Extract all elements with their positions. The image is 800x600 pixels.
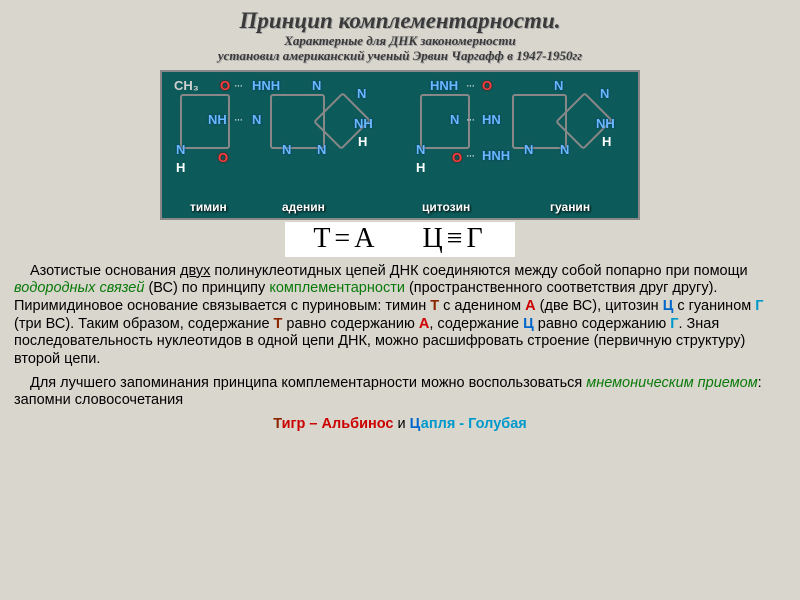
atom-ch3: CH₃ — [174, 78, 199, 93]
atom-hn: HN — [482, 112, 501, 127]
hbond-dots: ··· — [466, 114, 474, 126]
mn-and: и — [393, 416, 409, 432]
p1-C2: Ц — [523, 316, 534, 332]
mn-T: Т — [273, 416, 281, 432]
label-thymine: тимин — [190, 200, 227, 214]
p1-t8: с аденином — [439, 298, 525, 314]
p1-t13: , содержание — [429, 316, 523, 332]
atom-n: N — [450, 112, 459, 127]
atom-n: N — [282, 142, 291, 157]
mnemonic-line: Тигр – Альбинос и Цапля - Голубая — [14, 416, 786, 434]
p1-t1: Азотистые основания — [30, 263, 180, 279]
mn-tigr: игр – — [282, 416, 322, 432]
p1-t2: двух — [180, 263, 210, 279]
paragraph-1: Азотистые основания двух полинуклеотидны… — [14, 263, 786, 369]
atom-o: O — [218, 150, 228, 165]
p1-t12: равно содержанию — [282, 316, 418, 332]
atom-h: H — [358, 134, 367, 149]
subtitle-line1: Характерные для ДНК закономерности — [14, 34, 786, 49]
mn-C: Ц — [410, 416, 421, 432]
hbond-dots: ··· — [234, 114, 242, 126]
hbond-dots: ··· — [466, 150, 474, 162]
p2-t2: мнемоническим приемом — [586, 375, 757, 391]
p1-t9: (две ВС), цитозин — [536, 298, 663, 314]
atom-n: N — [317, 142, 326, 157]
p1-G: Г — [755, 298, 763, 314]
eq-right: Ц≡Г — [422, 223, 486, 254]
subtitle-line2: установил американский ученый Эрвин Чарг… — [14, 49, 786, 64]
atom-n: N — [357, 86, 366, 101]
label-cytosine: цитозин — [422, 200, 470, 214]
atom-nh: NH — [596, 116, 615, 131]
p1-A2: А — [419, 316, 429, 332]
atom-n: N — [554, 78, 563, 93]
atom-n: N — [524, 142, 533, 157]
hbond-dots: ··· — [234, 80, 242, 92]
paragraph-2: Для лучшего запоминания принципа комплем… — [14, 375, 786, 410]
title-block: Принцип комплементарности. Характерные д… — [14, 8, 786, 64]
atom-n: N — [176, 142, 185, 157]
p1-t6: комплементарности — [269, 280, 405, 296]
atom-o: O — [452, 150, 462, 165]
atom-hnh: HNH — [430, 78, 458, 93]
atom-n: N — [312, 78, 321, 93]
body-text: Азотистые основания двух полинуклеотидны… — [14, 263, 786, 434]
atom-h: H — [176, 160, 185, 175]
p1-t11: (три ВС). Таким образом, содержание — [14, 316, 274, 332]
label-adenine: аденин — [282, 200, 325, 214]
mn-G: Г — [468, 416, 476, 432]
mn-gol: олубая — [476, 416, 527, 432]
molecular-diagram: CH₃ O ··· HNH NH ··· N N O H N N NH N N … — [160, 70, 640, 220]
label-guanine: гуанин — [550, 200, 590, 214]
p1-t3: полинуклеотидных цепей ДНК соединяются м… — [210, 263, 747, 279]
mn-alb: льбинос — [332, 416, 393, 432]
cytosine-ring — [420, 94, 470, 149]
mn-A: А — [322, 416, 332, 432]
atom-nh: NH — [208, 112, 227, 127]
p1-t14: равно содержанию — [534, 316, 670, 332]
atom-hnh: HNH — [252, 78, 280, 93]
mn-cap: апля - — [421, 416, 468, 432]
hbond-dots: ··· — [466, 80, 474, 92]
p1-t5: (ВС) по принципу — [144, 280, 269, 296]
atom-n: N — [416, 142, 425, 157]
atom-o: O — [482, 78, 492, 93]
p1-T: Т — [430, 298, 439, 314]
atom-hnh: HNH — [482, 148, 510, 163]
atom-n: N — [600, 86, 609, 101]
p2-t1: Для лучшего запоминания принципа комплем… — [30, 375, 586, 391]
atom-o: O — [220, 78, 230, 93]
atom-h: H — [416, 160, 425, 175]
p1-C: Ц — [663, 298, 674, 314]
p1-t10: с гуанином — [673, 298, 755, 314]
eq-left: Т=А — [313, 223, 378, 254]
atom-n: N — [252, 112, 261, 127]
p1-t4: водородных связей — [14, 280, 144, 296]
main-title: Принцип комплементарности. — [14, 8, 786, 34]
atom-nh: NH — [354, 116, 373, 131]
p1-A: А — [525, 298, 535, 314]
equation-box: Т=А Ц≡Г — [285, 222, 515, 257]
atom-h: H — [602, 134, 611, 149]
atom-n: N — [560, 142, 569, 157]
